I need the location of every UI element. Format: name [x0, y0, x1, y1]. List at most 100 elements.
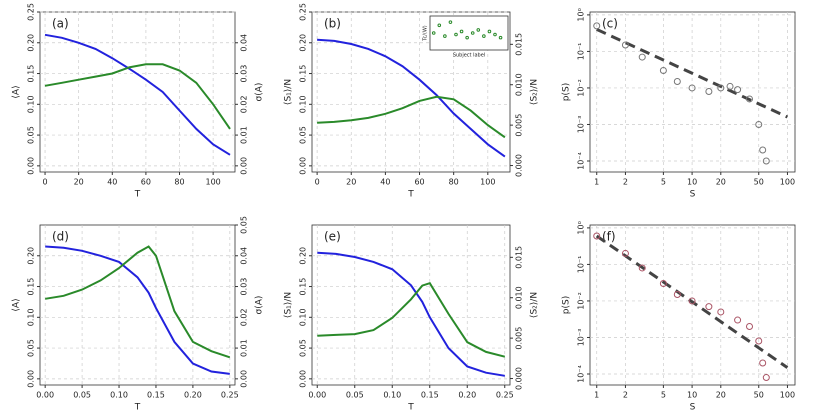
- series-line: [45, 245, 230, 375]
- point: [717, 308, 725, 316]
- x-tick-label: 5: [661, 178, 666, 187]
- x-tick-label: 0.25: [221, 391, 239, 400]
- point: [759, 146, 767, 154]
- point: [493, 32, 497, 37]
- point: [759, 359, 767, 367]
- series-line: [44, 33, 231, 156]
- point: [437, 23, 442, 28]
- x-axis-label: T: [134, 190, 141, 200]
- plot-frame: [39, 11, 236, 173]
- panel-title: (d): [52, 230, 69, 244]
- panel-title: (c): [602, 17, 618, 31]
- y2-tick-label: 0.02: [240, 95, 249, 113]
- y-axis-label: p(S): [562, 83, 572, 101]
- x-axis-label: T: [407, 403, 414, 413]
- point: [734, 316, 742, 324]
- y2-axis-label: ⟨S₂⟩/N: [530, 292, 540, 318]
- y2-tick-label: 0.00: [240, 157, 249, 175]
- y2-tick-label: 0.00: [240, 370, 249, 388]
- y2-tick-label: 0.04: [240, 34, 249, 52]
- x-tick-label: 100: [780, 178, 795, 187]
- x-tick-label: 20: [716, 178, 726, 187]
- y2-tick-label: 0.010: [515, 286, 524, 309]
- x-tick-label: 0.05: [346, 391, 364, 400]
- y-tick-label: 0.20: [27, 247, 36, 265]
- point: [659, 67, 667, 75]
- x-tick-label: 0.20: [458, 391, 476, 400]
- x-tick-label: 40: [107, 178, 117, 187]
- y-tick-label: 0.00: [27, 370, 36, 388]
- plot-frame: [311, 224, 511, 386]
- y-tick-label: 10⁻²: [577, 292, 586, 310]
- x-tick-label: 60: [414, 178, 424, 187]
- point: [688, 297, 696, 305]
- x-tick-label: 50: [754, 178, 764, 187]
- y-tick-label: 10⁰: [577, 8, 586, 21]
- x-axis-label: S: [690, 190, 696, 200]
- y-axis-label: ⟨S₁⟩/N: [284, 79, 294, 105]
- x-tick-label: 0.10: [383, 391, 401, 400]
- y-axis-label: ⟨A⟩: [12, 85, 22, 98]
- x-tick-label: 1: [594, 178, 599, 187]
- point: [762, 157, 770, 165]
- y-tick-label: 10⁰: [577, 221, 586, 234]
- point: [746, 322, 754, 330]
- y-tick-label: 0.05: [27, 339, 36, 357]
- y-tick-label: 0.15: [299, 278, 308, 296]
- x-axis-label: Subject label: [453, 53, 485, 59]
- y2-tick-label: 0.005: [515, 114, 524, 137]
- point: [688, 84, 696, 92]
- panel-title: (b): [324, 17, 341, 31]
- point: [621, 41, 629, 49]
- y-tick-label: 10⁻³: [577, 329, 586, 347]
- point: [482, 34, 486, 38]
- y2-tick-label: 0.01: [240, 126, 249, 144]
- point: [593, 232, 601, 240]
- y-tick-label: 0.05: [27, 126, 36, 144]
- y2-axis-label: ⟨S₂⟩/N: [530, 79, 540, 105]
- y-tick-label: 10⁻⁴: [577, 152, 586, 170]
- y-tick-label: 0.10: [299, 95, 308, 113]
- guide-line: [595, 234, 789, 369]
- y2-tick-label: 0.02: [240, 308, 249, 326]
- x-tick-label: 10: [687, 178, 697, 187]
- point: [487, 29, 492, 34]
- y-tick-label: 0.25: [299, 3, 308, 21]
- y2-tick-label: 0.03: [240, 278, 249, 296]
- y2-axis-label: σ(A): [255, 296, 265, 315]
- x-tick-label: 0: [42, 178, 47, 187]
- y2-tick-label: 0.010: [515, 73, 524, 96]
- series-line: [317, 282, 506, 358]
- point: [726, 82, 734, 90]
- y2-tick-label: 0.03: [240, 65, 249, 83]
- point: [705, 303, 713, 311]
- point: [621, 249, 629, 257]
- panel-title: (e): [324, 230, 341, 244]
- x-tick-label: 0.15: [421, 391, 439, 400]
- y2-tick-label: 0.015: [515, 246, 524, 269]
- y-tick-label: 10⁻²: [577, 79, 586, 97]
- x-tick-label: 50: [754, 391, 764, 400]
- y2-tick-label: 0.015: [515, 33, 524, 56]
- y-tick-label: 0.05: [299, 339, 308, 357]
- point: [746, 95, 754, 103]
- y-tick-label: 0.10: [27, 95, 36, 113]
- point: [476, 28, 481, 32]
- x-tick-label: 0.20: [184, 391, 202, 400]
- y-tick-label: 10⁻³: [577, 116, 586, 134]
- x-tick-label: 0.10: [110, 391, 128, 400]
- plot-frame: [429, 15, 509, 51]
- x-tick-label: 0.15: [147, 391, 165, 400]
- y-tick-label: 0.20: [299, 34, 308, 52]
- point: [448, 20, 453, 24]
- y-tick-label: 0.00: [299, 157, 308, 175]
- x-tick-label: 20: [346, 178, 356, 187]
- point: [734, 86, 742, 94]
- y2-tick-label: 0.000: [515, 367, 524, 390]
- x-tick-label: 100: [206, 178, 221, 187]
- point: [755, 337, 763, 345]
- x-tick-label: 20: [74, 178, 84, 187]
- y2-tick-label: 0.000: [515, 154, 524, 177]
- y-tick-label: 0.15: [299, 65, 308, 83]
